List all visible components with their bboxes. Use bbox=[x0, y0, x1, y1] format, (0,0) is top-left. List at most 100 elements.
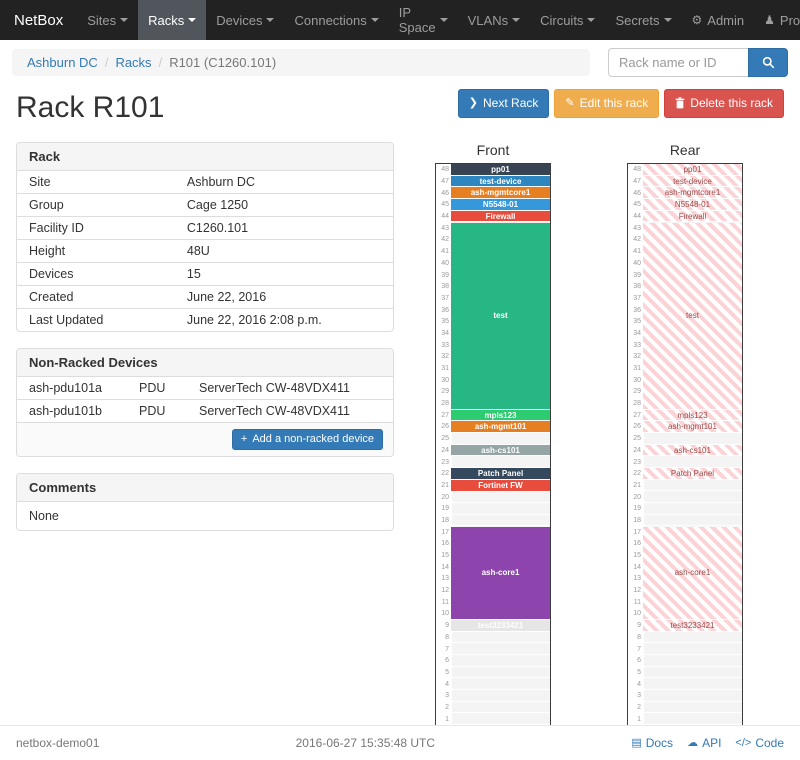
rack-device-rear-ash-core1[interactable]: ash-core1 bbox=[643, 526, 742, 621]
rack-device-front-test[interactable]: test bbox=[451, 222, 550, 410]
attr-value-link[interactable]: 15 bbox=[186, 267, 201, 281]
rack-device-rear-ash-cs101[interactable]: ash-cs101 bbox=[643, 444, 742, 457]
rack-attr-row-site: Site Ashburn DC bbox=[17, 171, 393, 194]
nav-item-label: Devices bbox=[216, 12, 263, 28]
cloud-icon: ☁ bbox=[687, 737, 699, 750]
rack-unit-number: 9 bbox=[628, 619, 643, 632]
breadcrumb-item-racks[interactable]: Racks bbox=[115, 55, 152, 70]
rack-device-front-test-device[interactable]: test-device bbox=[451, 175, 550, 188]
rack-unit-number: 11 bbox=[436, 596, 451, 609]
rack-device-rear-mpls123[interactable]: mpls123 bbox=[643, 409, 742, 422]
nav-item-vlans[interactable]: VLANs bbox=[458, 0, 530, 40]
nonracked-panel-footer: + Add a non-racked device bbox=[17, 422, 393, 457]
rack-attr-row-group: Group Cage 1250 bbox=[17, 193, 393, 217]
comments-panel-heading: Comments bbox=[17, 474, 393, 503]
rack-device-rear-test-device[interactable]: test-device bbox=[643, 175, 742, 188]
rack-unit-slot bbox=[451, 713, 550, 725]
attr-value-link[interactable]: Ashburn DC bbox=[186, 175, 255, 189]
rack-unit-number: 44 bbox=[436, 210, 451, 223]
rack-device-front-patch-panel[interactable]: Patch Panel bbox=[451, 468, 550, 480]
rack-device-front-fortinet-fw[interactable]: Fortinet FW bbox=[451, 479, 550, 492]
footer-link-api[interactable]: ☁ API bbox=[687, 736, 721, 750]
nav-item-circuits[interactable]: Circuits bbox=[530, 0, 605, 40]
delete-rack-button[interactable]: Delete this rack bbox=[664, 89, 784, 118]
nav-item-label: IP Space bbox=[398, 5, 436, 35]
search-input[interactable] bbox=[608, 48, 748, 77]
rack-unit-number: 9 bbox=[436, 619, 451, 632]
nav-item-secrets[interactable]: Secrets bbox=[605, 0, 681, 40]
rack-device-front-mpls123[interactable]: mpls123 bbox=[451, 409, 550, 422]
rack-unit-number: 40 bbox=[436, 257, 451, 270]
rack-unit-number: 18 bbox=[436, 514, 451, 527]
add-nonracked-device-button[interactable]: + Add a non-racked device bbox=[231, 429, 383, 451]
rack-unit-row: 4 bbox=[436, 678, 550, 690]
rack-device-rear-ash-mgmt101[interactable]: ash-mgmt101 bbox=[643, 421, 742, 434]
rack-device-front-firewall[interactable]: Firewall bbox=[451, 210, 550, 223]
attr-value-link[interactable]: Cage 1250 bbox=[186, 198, 249, 212]
nav-item-racks[interactable]: Racks bbox=[138, 0, 207, 40]
rack-unit-number: 5 bbox=[628, 666, 643, 679]
search-button[interactable] bbox=[748, 48, 788, 77]
navbar-right: ⚙Admin♟Profile⇥Log out bbox=[682, 0, 800, 40]
search-icon bbox=[762, 56, 775, 69]
rack-unit-number: 32 bbox=[628, 351, 643, 363]
rack-unit-number: 31 bbox=[628, 362, 643, 375]
rack-device-rear-firewall[interactable]: Firewall bbox=[643, 210, 742, 223]
nav-item-label: Racks bbox=[148, 12, 185, 28]
page-title: Rack R101 bbox=[16, 91, 165, 124]
rack-unit-number: 41 bbox=[436, 245, 451, 258]
rack-device-front-ash-mgmtcore1[interactable]: ash-mgmtcore1 bbox=[451, 187, 550, 200]
edit-rack-button[interactable]: ✎ Edit this rack bbox=[554, 89, 660, 118]
main-content: Rack Site Ashburn DC Group Cage 1250 Facilit… bbox=[0, 142, 800, 725]
rack-unit-number: 19 bbox=[436, 502, 451, 515]
rack-unit-number: 6 bbox=[436, 654, 451, 667]
rack-device-front-n5548-01[interactable]: N5548-01 bbox=[451, 199, 550, 211]
footer-link-code[interactable]: </> Code bbox=[735, 736, 784, 750]
rack-device-front-test3233421[interactable]: test3233421 bbox=[451, 620, 550, 632]
rack-unit-number: 23 bbox=[436, 456, 451, 468]
rack-front-grid: 48 47 46 45 44 43 42 41 40 39 38 37 36 35 34 33 32 31 30 29… bbox=[435, 163, 551, 725]
device-name-link[interactable]: ash-pdu101a bbox=[29, 381, 102, 395]
nav-item-connections[interactable]: Connections bbox=[284, 0, 388, 40]
rack-device-rear-test3233421[interactable]: test3233421 bbox=[643, 620, 742, 632]
attr-value: Cage 1250 bbox=[174, 193, 393, 217]
user-icon: ♟ bbox=[764, 13, 775, 27]
rack-unit-number: 31 bbox=[436, 362, 451, 375]
nav-item-ip-space[interactable]: IP Space bbox=[389, 0, 458, 40]
rack-device-rear-ash-mgmtcore1[interactable]: ash-mgmtcore1 bbox=[643, 187, 742, 200]
footer-link-docs[interactable]: ▤ Docs bbox=[631, 736, 673, 750]
rack-unit-number: 19 bbox=[628, 502, 643, 515]
nav-admin[interactable]: ⚙ Admin bbox=[682, 0, 755, 40]
nav-item-sites[interactable]: Sites bbox=[77, 0, 138, 40]
rack-unit-slot bbox=[643, 678, 742, 690]
rack-unit-number: 26 bbox=[436, 421, 451, 433]
nav-profile[interactable]: ♟ Profile bbox=[754, 0, 800, 40]
rack-unit-slot bbox=[643, 456, 742, 468]
nav-util-label: Admin bbox=[707, 12, 745, 28]
rack-unit-number: 2 bbox=[628, 701, 643, 714]
device-name-link[interactable]: ash-pdu101b bbox=[29, 404, 102, 418]
caret-down-icon bbox=[587, 18, 596, 22]
breadcrumb-item-r101-c1260-101: R101 (C1260.101) bbox=[169, 55, 277, 70]
rack-unit-row: 7 bbox=[628, 643, 742, 655]
breadcrumb-item-ashburn-dc[interactable]: Ashburn DC bbox=[27, 55, 98, 70]
navbar: NetBox Sites Racks Devices Connections IP Sp… bbox=[0, 0, 800, 40]
next-rack-button[interactable]: ❯ Next Rack bbox=[457, 89, 550, 118]
rack-device-front-ash-cs101[interactable]: ash-cs101 bbox=[451, 444, 550, 457]
breadcrumb-separator: / bbox=[158, 55, 163, 70]
attr-value: 15 bbox=[174, 262, 393, 286]
brand[interactable]: NetBox bbox=[14, 11, 64, 29]
nav-item-devices[interactable]: Devices bbox=[206, 0, 284, 40]
rack-unit-number: 33 bbox=[436, 339, 451, 351]
rack-device-front-ash-mgmt101[interactable]: ash-mgmt101 bbox=[451, 421, 550, 434]
rack-unit-slot bbox=[451, 678, 550, 690]
rack-device-front-ash-core1[interactable]: ash-core1 bbox=[451, 526, 550, 621]
footer-link-label: Code bbox=[755, 735, 784, 750]
rack-device-rear-pp01[interactable]: pp01 bbox=[643, 164, 742, 176]
rack-device-rear-patch-panel[interactable]: Patch Panel bbox=[643, 468, 742, 480]
code-icon: </> bbox=[735, 736, 752, 749]
rack-device-front-pp01[interactable]: pp01 bbox=[451, 164, 550, 176]
rack-device-rear-n5548-01[interactable]: N5548-01 bbox=[643, 199, 742, 211]
rack-device-rear-test[interactable]: test bbox=[643, 222, 742, 410]
rack-unit-row: 6 bbox=[436, 654, 550, 667]
